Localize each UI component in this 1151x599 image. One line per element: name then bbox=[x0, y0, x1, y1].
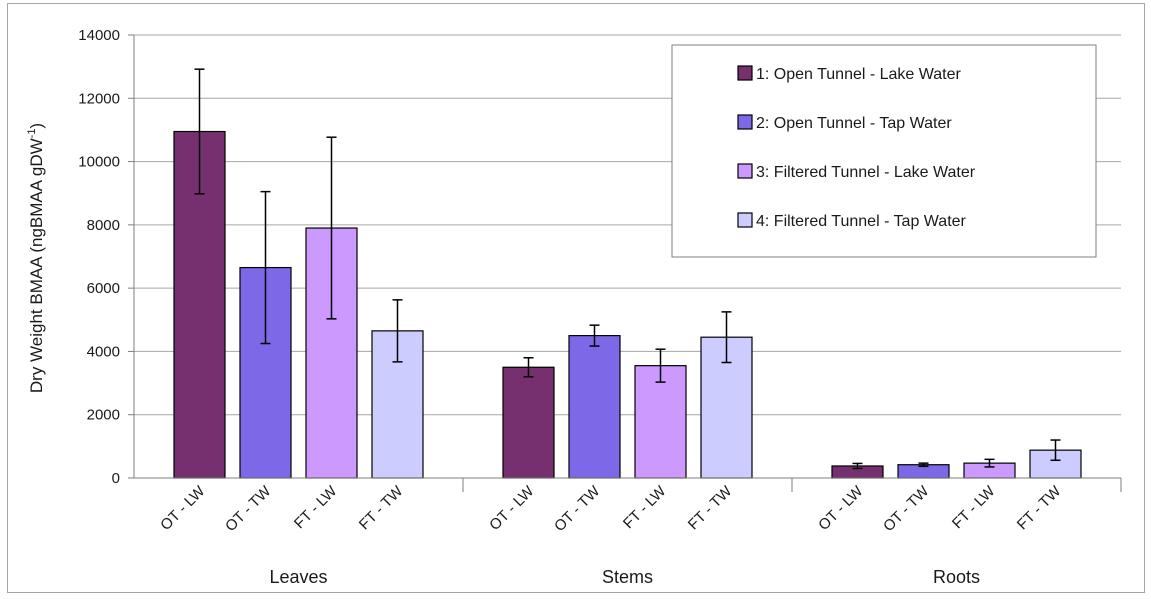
x-tick-label: OT - TW bbox=[551, 482, 604, 535]
group-label: Leaves bbox=[269, 567, 327, 587]
x-tick-label: FT - TW bbox=[685, 482, 736, 533]
x-tick-label: OT - LW bbox=[157, 482, 209, 534]
x-tick-label: FT - TW bbox=[1014, 482, 1065, 533]
y-tick-label: 8000 bbox=[87, 217, 120, 234]
bar bbox=[634, 365, 687, 479]
legend: 1: Open Tunnel - Lake Water 2: Open Tunne… bbox=[671, 44, 1097, 258]
error-bars bbox=[194, 68, 1061, 470]
legend-swatch bbox=[737, 163, 753, 179]
bar bbox=[568, 335, 621, 479]
x-tick-label: FT - TW bbox=[356, 482, 407, 533]
y-tick-label: 2000 bbox=[87, 407, 120, 424]
x-tick-labels: OT - LW OT - TW FT - LW FT - TW OT - LW OT - … bbox=[157, 482, 1065, 535]
y-tick-label: 4000 bbox=[87, 343, 120, 360]
y-tick-label: 6000 bbox=[87, 280, 120, 297]
legend-swatch bbox=[737, 114, 753, 130]
legend-label: 4: Filtered Tunnel - Tap Water bbox=[756, 213, 967, 230]
x-tick-label: FT - LW bbox=[620, 482, 670, 532]
y-tick-label: 14000 bbox=[78, 27, 120, 44]
category-labels: Leaves Stems Roots bbox=[269, 567, 980, 587]
x-tick-label: FT - LW bbox=[291, 482, 341, 532]
x-tick-label: OT - TW bbox=[880, 482, 933, 535]
y-tick-label: 10000 bbox=[78, 154, 120, 171]
x-tick-label: OT - LW bbox=[815, 482, 867, 534]
y-axis-title: Dry Weight BMAA (ngBMAA gDW-1) bbox=[26, 123, 46, 393]
bar bbox=[502, 366, 555, 479]
legend-label: 3: Filtered Tunnel - Lake Water bbox=[756, 164, 976, 181]
group-label: Roots bbox=[933, 567, 980, 587]
y-tick-label: 12000 bbox=[78, 90, 120, 107]
y-tick-label: 0 bbox=[112, 470, 120, 487]
legend-swatch bbox=[737, 65, 753, 81]
axes bbox=[128, 34, 1122, 492]
group-label: Stems bbox=[602, 567, 653, 587]
y-tick-labels: 0 2000 4000 6000 8000 10000 12000 14000 bbox=[78, 27, 120, 487]
x-tick-label: FT - LW bbox=[949, 482, 999, 532]
legend-label: 2: Open Tunnel - Tap Water bbox=[756, 115, 952, 132]
legend-swatch bbox=[737, 212, 753, 228]
legend-label: 1: Open Tunnel - Lake Water bbox=[756, 66, 962, 83]
x-tick-label: OT - TW bbox=[222, 482, 275, 535]
x-tick-label: OT - LW bbox=[486, 482, 538, 534]
